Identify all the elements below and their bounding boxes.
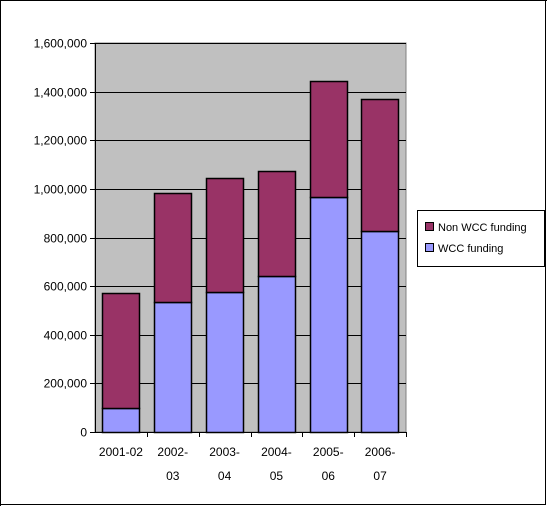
y-tick-label: 0	[80, 426, 87, 440]
legend: Non WCC funding WCC funding	[417, 210, 545, 267]
x-tick-label: 2006-	[365, 445, 396, 459]
y-tick-label: 1,600,000	[34, 37, 88, 51]
bar-wcc-funding	[101, 407, 141, 434]
x-tick-label: 06	[322, 469, 336, 483]
chart-frame-top-border	[0, 0, 547, 1]
bar-non-wcc-funding	[360, 98, 400, 233]
x-tick-label: 2005-	[313, 445, 344, 459]
x-tick-label: 03	[166, 469, 180, 483]
bar-wcc-funding	[360, 230, 400, 434]
bar-wcc-funding	[205, 291, 245, 434]
y-tick-label: 1,000,000	[34, 183, 88, 197]
bar-wcc-funding	[309, 196, 349, 434]
bar-wcc-funding	[257, 275, 297, 434]
gridlines	[95, 43, 406, 384]
bar-non-wcc-funding	[257, 170, 297, 278]
y-tick-label: 200,000	[44, 377, 88, 391]
y-tick-label: 1,200,000	[34, 134, 88, 148]
y-axis-tick-labels: 0 200,000 400,000 600,000 800,000 1,000,000 1,…	[34, 37, 88, 440]
legend-swatch	[425, 222, 434, 231]
plot-area	[94, 42, 407, 433]
x-tick-label: 2001-02	[99, 445, 143, 459]
legend-box	[417, 210, 545, 267]
y-tick-label: 600,000	[44, 280, 88, 294]
x-tick-label: 2002-	[157, 445, 188, 459]
x-tick-label: 05	[270, 469, 284, 483]
legend-swatch	[425, 243, 434, 252]
bars	[101, 80, 400, 434]
y-tick-label: 400,000	[44, 329, 88, 343]
bar-non-wcc-funding	[101, 292, 141, 410]
x-tick-label: 2003-	[209, 445, 240, 459]
x-tick-label: 2004-	[261, 445, 292, 459]
axes	[90, 43, 407, 437]
x-axis-tick-labels: 2001-02 2002- 03 2003- 04 2004- 05 2005- 06 2006-…	[99, 445, 396, 483]
bar-non-wcc-funding	[205, 177, 245, 294]
bar-non-wcc-funding	[309, 80, 349, 199]
legend-label: Non WCC funding	[438, 222, 527, 234]
bar-wcc-funding	[153, 301, 193, 434]
y-tick-label: 1,400,000	[34, 86, 88, 100]
y-tick-label: 800,000	[44, 232, 88, 246]
chart-frame-left-border	[0, 0, 1, 506]
x-tick-label: 07	[373, 469, 387, 483]
legend-label: WCC funding	[438, 243, 503, 255]
bar-non-wcc-funding	[153, 192, 193, 304]
x-tick-label: 04	[218, 469, 232, 483]
